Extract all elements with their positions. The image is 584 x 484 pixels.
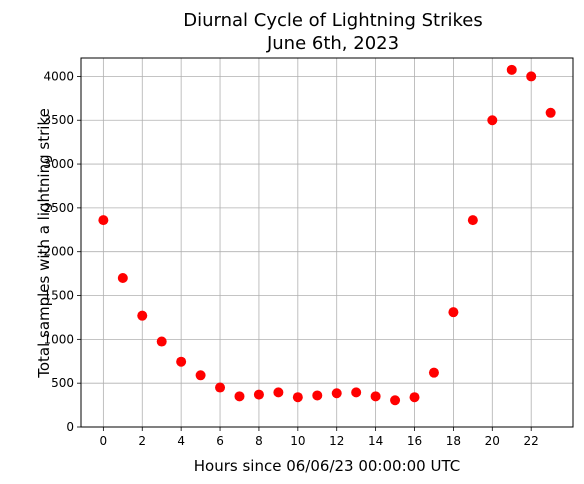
data-point: [117, 272, 128, 283]
data-point: [156, 336, 167, 347]
y-tick-label: 4000: [43, 69, 74, 83]
x-tick-label: 22: [524, 434, 539, 448]
data-point: [331, 388, 342, 399]
y-tick-label: 2500: [43, 201, 74, 215]
data-point: [176, 356, 187, 367]
x-tick-label: 16: [407, 434, 422, 448]
chart-subtitle: June 6th, 2023: [266, 33, 399, 54]
data-point: [234, 391, 245, 402]
data-point: [312, 390, 323, 401]
x-tick-label: 2: [138, 434, 146, 448]
y-tick-label: 500: [51, 376, 74, 390]
data-point: [390, 395, 401, 406]
data-point: [351, 387, 362, 398]
data-point: [98, 215, 109, 226]
x-axis-label: Hours since 06/06/23 00:00:00 UTC: [194, 457, 460, 475]
y-tick-label: 1500: [43, 289, 74, 303]
chart-title: Diurnal Cycle of Lightning Strikes: [183, 10, 483, 31]
data-points: [98, 64, 556, 406]
data-point: [467, 215, 478, 226]
y-axis-label: Total samples with a lightning strike: [35, 108, 53, 379]
x-tick-label: 4: [177, 434, 185, 448]
data-point: [370, 391, 381, 402]
x-tick-label: 8: [255, 434, 263, 448]
plot-frame: [80, 57, 574, 428]
data-point: [545, 107, 556, 118]
data-point: [195, 370, 206, 381]
data-point: [409, 392, 420, 403]
data-point: [506, 64, 517, 75]
x-axis-ticks: 0 2 4 6 8 10 12 14 16 18 20 22: [100, 427, 539, 448]
data-point: [137, 310, 148, 321]
y-tick-label: 2000: [43, 245, 74, 259]
y-axis-ticks: 0 500 1000 1500 2000 2500 3000 3500 4000: [43, 69, 81, 434]
y-tick-label: 1000: [43, 332, 74, 346]
x-tick-label: 6: [216, 434, 224, 448]
y-tick-label: 0: [66, 420, 74, 434]
data-point: [448, 307, 459, 318]
data-point: [215, 382, 226, 393]
x-tick-label: 14: [368, 434, 383, 448]
data-point: [428, 367, 439, 378]
data-point: [273, 387, 284, 398]
data-point: [487, 115, 498, 126]
data-point: [253, 389, 264, 400]
data-point: [526, 71, 537, 82]
x-tick-label: 18: [446, 434, 461, 448]
x-tick-label: 0: [100, 434, 108, 448]
y-tick-label: 3000: [43, 157, 74, 171]
x-tick-label: 12: [329, 434, 344, 448]
x-tick-label: 20: [485, 434, 500, 448]
x-tick-label: 10: [290, 434, 305, 448]
data-point: [292, 392, 303, 403]
y-tick-label: 3500: [43, 113, 74, 127]
